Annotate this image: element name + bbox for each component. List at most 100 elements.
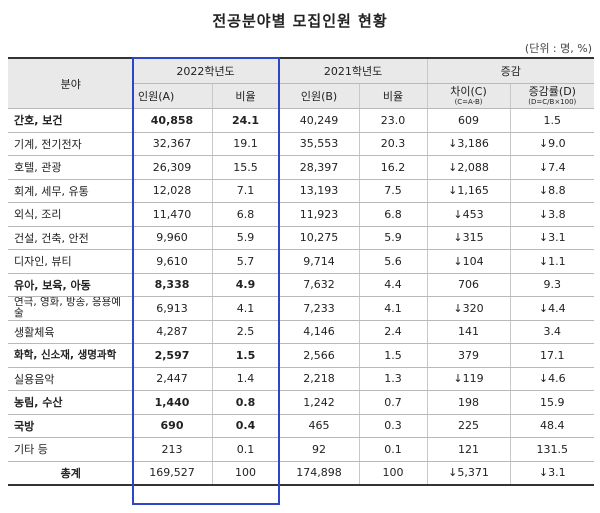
document-title: 전공분야별 모집인원 현황 (212, 12, 388, 30)
diff-cell: ↓119 (426, 367, 511, 391)
diff-cell: 141 (426, 320, 511, 344)
header-year-2022: 2022학년도 (131, 57, 280, 84)
field-cell: 유아, 보육, 아동 (8, 273, 132, 297)
rate-cell: 1.5 (509, 108, 595, 133)
ratio-2021-cell: 4.4 (358, 273, 428, 297)
header-diff-formula: (C=A-B) (454, 98, 483, 106)
ratio-2022-cell: 2.5 (211, 320, 280, 344)
count-2021-cell: 7,233 (278, 296, 360, 321)
ratio-2022-cell: 4.1 (211, 296, 280, 321)
ratio-2022-cell: 7.1 (211, 179, 280, 203)
header-ratio-2022: 비율 (211, 83, 280, 109)
rate-cell: ↓3.1 (509, 461, 595, 486)
table-row: 연극, 영화, 방송, 응용예술 6,913 4.1 7,233 4.1 ↓320 ↓4.4 (8, 296, 595, 321)
field-cell: 총계 (8, 461, 132, 486)
diff-cell: ↓320 (426, 296, 511, 321)
count-2021-cell: 465 (278, 414, 360, 438)
ratio-2022-cell: 0.8 (211, 390, 280, 415)
field-cell: 연극, 영화, 방송, 응용예술 (8, 296, 132, 321)
header-ratio-2021: 비율 (358, 83, 428, 109)
count-2022-cell: 9,960 (131, 226, 212, 250)
diff-cell: ↓453 (426, 202, 511, 227)
table-row: 호텔, 관광 26,309 15.5 28,397 16.2 ↓2,088 ↓7.4 (8, 155, 595, 180)
diff-cell: 379 (426, 343, 511, 368)
ratio-2021-cell: 4.1 (358, 296, 428, 321)
ratio-2021-cell: 0.3 (358, 414, 428, 438)
header-year-2021: 2021학년도 (278, 57, 428, 84)
diff-cell: 706 (426, 273, 511, 297)
count-2022-cell: 40,858 (131, 108, 212, 133)
ratio-2021-cell: 6.8 (358, 202, 428, 227)
diff-cell: ↓2,088 (426, 155, 511, 180)
total-row: 총계 169,527 100 174,898 100 ↓5,371 ↓3.1 (8, 461, 595, 486)
count-2021-cell: 2,218 (278, 367, 360, 391)
diff-cell: ↓3,186 (426, 132, 511, 156)
ratio-2021-cell: 1.3 (358, 367, 428, 391)
table-row: 회계, 세무, 유통 12,028 7.1 13,193 7.5 ↓1,165 ↓8.8 (8, 179, 595, 203)
rate-cell: 48.4 (509, 414, 595, 438)
ratio-2021-cell: 16.2 (358, 155, 428, 180)
field-cell: 호텔, 관광 (8, 155, 132, 180)
count-2021-cell: 174,898 (278, 461, 360, 486)
rate-cell: ↓3.8 (509, 202, 595, 227)
table-row: 간호, 보건 40,858 24.1 40,249 23.0 609 1.5 (8, 108, 595, 133)
field-cell: 외식, 조리 (8, 202, 132, 227)
field-cell: 기계, 전기전자 (8, 132, 132, 156)
rate-cell: ↓3.1 (509, 226, 595, 250)
count-2022-cell: 11,470 (131, 202, 212, 227)
table-row: 생활체육 4,287 2.5 4,146 2.4 141 3.4 (8, 320, 595, 344)
header-diff: 차이(C) (C=A-B) (426, 83, 511, 109)
field-cell: 건설, 건축, 안전 (8, 226, 132, 250)
field-cell: 기타 등 (8, 437, 132, 462)
ratio-2021-cell: 20.3 (358, 132, 428, 156)
ratio-2021-cell: 2.4 (358, 320, 428, 344)
recruitment-table: 분야 2022학년도 2021학년도 증감 인원(A) 비율 인원(B) 비율 … (8, 57, 595, 486)
ratio-2022-cell: 0.4 (211, 414, 280, 438)
count-2021-cell: 92 (278, 437, 360, 462)
field-cell: 회계, 세무, 유통 (8, 179, 132, 203)
count-2021-cell: 13,193 (278, 179, 360, 203)
header-change: 증감 (426, 57, 595, 84)
count-2021-cell: 1,242 (278, 390, 360, 415)
diff-cell: ↓5,371 (426, 461, 511, 486)
rate-cell: 3.4 (509, 320, 595, 344)
ratio-2022-cell: 4.9 (211, 273, 280, 297)
diff-cell: ↓104 (426, 249, 511, 274)
count-2021-cell: 11,923 (278, 202, 360, 227)
rate-cell: 17.1 (509, 343, 595, 368)
header-rate-formula: (D=C/B×100) (528, 98, 577, 106)
table-body: 간호, 보건 40,858 24.1 40,249 23.0 609 1.5 기계, 전기전자… (8, 108, 595, 486)
ratio-2021-cell: 0.7 (358, 390, 428, 415)
field-cell: 생활체육 (8, 320, 132, 344)
table-row: 기타 등 213 0.1 92 0.1 121 131.5 (8, 437, 595, 462)
count-2021-cell: 28,397 (278, 155, 360, 180)
ratio-2021-cell: 5.9 (358, 226, 428, 250)
count-2022-cell: 2,597 (131, 343, 212, 368)
count-2021-cell: 4,146 (278, 320, 360, 344)
ratio-2022-cell: 6.8 (211, 202, 280, 227)
header-count-a: 인원(A) (132, 83, 212, 109)
ratio-2021-cell: 100 (358, 461, 428, 486)
count-2022-cell: 4,287 (131, 320, 212, 344)
ratio-2021-cell: 23.0 (358, 108, 428, 133)
count-2022-cell: 6,913 (131, 296, 212, 321)
count-2021-cell: 40,249 (278, 108, 360, 133)
ratio-2021-cell: 7.5 (358, 179, 428, 203)
rate-cell: 15.9 (509, 390, 595, 415)
count-2021-cell: 10,275 (278, 226, 360, 250)
header-count-b: 인원(B) (278, 83, 360, 109)
ratio-2022-cell: 19.1 (211, 132, 280, 156)
ratio-2022-cell: 15.5 (211, 155, 280, 180)
field-cell: 간호, 보건 (8, 108, 132, 133)
count-2022-cell: 690 (131, 414, 212, 438)
table-row: 실용음악 2,447 1.4 2,218 1.3 ↓119 ↓4.6 (8, 367, 595, 391)
rate-cell: ↓8.8 (509, 179, 595, 203)
table-row: 외식, 조리 11,470 6.8 11,923 6.8 ↓453 ↓3.8 (8, 202, 595, 227)
diff-cell: 225 (426, 414, 511, 438)
field-cell: 국방 (8, 414, 132, 438)
diff-cell: ↓315 (426, 226, 511, 250)
field-cell: 실용음악 (8, 367, 132, 391)
header-diff-label: 차이(C) (450, 85, 487, 98)
count-2021-cell: 9,714 (278, 249, 360, 274)
table-row: 국방 690 0.4 465 0.3 225 48.4 (8, 414, 595, 438)
